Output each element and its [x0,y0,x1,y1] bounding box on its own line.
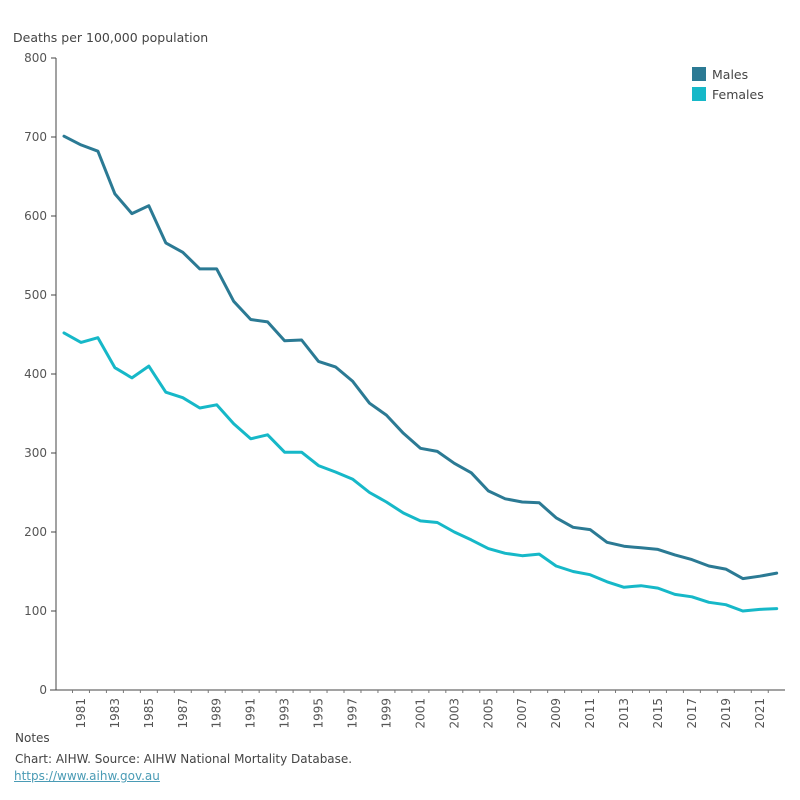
legend-item-males[interactable]: Males [692,64,764,84]
x-tick-label: 1989 [210,698,224,729]
y-tick-label: 100 [24,604,47,618]
x-tick-label: 1985 [142,698,156,729]
aihw-link[interactable]: https://www.aihw.gov.au [14,769,160,783]
axes: 0 100 200 300 400 500 600 700 800 1981 1983 1985 198… [24,51,785,729]
notes-source-text: Chart: AIHW. Source: AIHW National Morta… [15,752,353,766]
x-tick-label: 2013 [617,698,631,729]
y-tick-label: 500 [24,288,47,302]
line-chart: 0 100 200 300 400 500 600 700 800 1981 1983 1985 198… [24,51,785,729]
y-tick-label: 400 [24,367,47,381]
x-tick-label: 2011 [583,698,597,729]
x-tick-label: 1995 [312,698,326,729]
x-tick-label: 1997 [345,698,359,729]
y-axis-title: Deaths per 100,000 population [13,30,209,45]
y-tick-label: 600 [24,209,47,223]
x-tick-label: 1981 [74,698,88,729]
series-lines [62,134,779,613]
x-tick-label: 2005 [481,698,495,729]
x-tick-label: 1993 [278,698,292,729]
notes-title: Notes [15,731,50,745]
legend-label-males: Males [712,66,749,82]
y-tick-label: 0 [39,683,47,697]
x-tick-label: 2003 [447,698,461,729]
y-tick-label: 200 [24,525,47,539]
y-tick-label: 300 [24,446,47,460]
x-tick-label: 1983 [108,698,122,729]
legend-label-females: Females [712,86,764,102]
y-tick-label: 700 [24,130,47,144]
x-tick-label: 2019 [719,698,733,729]
x-tick-label: 2017 [685,698,699,729]
legend-swatch-males [692,67,706,81]
x-tick-label: 1987 [176,698,190,729]
x-tick-label: 2009 [549,698,563,729]
x-tick-label: 1991 [244,698,258,729]
x-tick-label: 2021 [753,698,767,729]
y-tick-label: 800 [24,51,47,65]
x-tick-label: 2007 [515,698,529,729]
legend: Males Females [692,64,764,104]
x-tick-label: 2001 [413,698,427,729]
x-tick-label: 2015 [651,698,665,729]
legend-swatch-females [692,87,706,101]
series-line-females [62,331,779,613]
legend-item-females[interactable]: Females [692,84,764,104]
series-line-males [62,134,779,581]
x-tick-label: 1999 [379,698,393,729]
